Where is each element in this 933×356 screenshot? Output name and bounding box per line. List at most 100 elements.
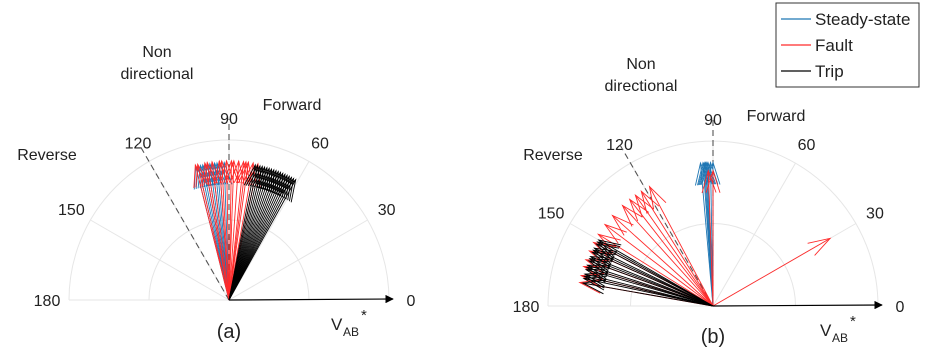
angle-tick-label: 180 [513,299,540,316]
reference-axis-arrow [712,300,883,310]
vector-arrowhead [584,268,610,283]
grid-spoke [228,161,310,301]
vector-arrowhead [587,260,613,276]
vector-line [228,160,235,301]
vector-arrowhead [700,161,716,185]
angle-tick-label: 120 [125,135,152,152]
angle-tick-label: 150 [58,202,85,219]
angle-tick-label: 180 [34,293,61,310]
angle-tick-label: 0 [407,293,416,310]
region-label-reverse: Reverse [17,147,77,164]
vector-arrowhead [611,214,634,236]
angle-tick-label: 60 [311,135,329,152]
vector-arrowhead [640,190,660,214]
angle-tick-label: 120 [606,137,633,154]
vector-arrowhead [705,169,721,193]
panel-label: (b) [701,326,725,348]
region-label-forward: Forward [263,97,322,114]
vector-arrowhead [201,161,216,186]
vector-arrowhead [583,272,608,287]
vector-line [228,179,297,301]
vector-line [589,258,714,307]
vector-arrowhead [603,223,627,244]
vector-line [226,160,230,301]
vector-line [228,161,240,301]
region-label-reverse: Reverse [523,147,583,164]
grid-spoke [712,162,796,307]
vector-line [649,186,714,307]
series-fault [193,159,261,301]
region-label-non-directional: Non [626,56,655,73]
vector-arrowhead [589,255,614,272]
vector-line [206,162,230,301]
vector-line [707,170,714,307]
angle-tick-label: 30 [378,202,396,219]
vector-line [221,160,230,301]
vector-arrowhead [597,239,622,258]
vector-arrowhead [278,178,297,203]
vector-arrowhead [225,159,241,184]
series-trip [228,163,297,301]
vector-line [635,194,714,307]
vector-line [597,241,714,307]
panel-label: (a) [217,321,241,343]
reference-axis-superscript: * [361,307,367,324]
vector-line [586,266,714,307]
region-label-non-directional: Non [142,44,171,61]
vector-line [612,215,714,307]
vector-line [629,199,714,307]
vector-arrowhead [582,275,607,291]
reference-axis-label: V [820,321,832,340]
legend-entry-label: Fault [815,36,853,55]
vector-line [640,191,714,307]
vector-arrowhead [591,251,616,268]
vector-line [593,249,714,307]
vector-arrowhead [701,169,717,194]
vector-arrowhead [215,159,231,184]
vector-arrowhead [593,247,618,265]
reference-axis-subscript: AB [343,325,359,339]
angle-tick-label: 30 [866,206,884,223]
reference-axis-label: V [331,315,343,334]
vector-arrowhead [586,264,611,280]
vector-arrowhead [193,163,208,189]
vector-line [194,164,230,301]
vector-arrowhead [592,249,617,267]
vector-arrowhead [195,162,210,188]
vector-arrowhead [223,159,239,184]
reference-axis-superscript: * [850,313,856,330]
reference-axis-subscript: AB [832,331,848,345]
angle-tick-label: 150 [538,206,565,223]
vector-arrowhead [588,258,613,274]
vector-line [228,161,247,301]
vector-arrowhead [628,198,650,222]
legend: Steady-state Fault Trip [775,2,920,88]
grid-spoke [90,219,230,301]
vector-line [604,224,714,307]
vector-arrowhead [582,273,608,289]
vector-arrowhead [807,237,832,256]
vector-arrowhead [581,279,606,295]
vector-arrowhead [203,161,218,186]
region-label-non-directional: directional [121,66,194,83]
vector-arrowhead [648,185,667,210]
reference-axis-arrow [228,294,394,304]
vector-arrowhead [276,177,295,202]
boundary-dashed-line [138,143,230,301]
vector-line [582,282,714,307]
boundary-dashed-line [619,144,714,307]
grid-spoke [228,219,368,301]
vector-line [584,275,714,307]
region-label-forward: Forward [747,108,806,125]
angle-tick-label: 60 [798,137,816,154]
vector-arrowhead [585,266,610,281]
vector-line [712,237,831,307]
vector-arrowhead [634,193,655,218]
vector-arrowhead [698,161,713,186]
angle-tick-label: 0 [896,299,905,316]
series-trip [581,239,714,307]
legend-entry-label: Steady-state [815,10,910,29]
vector-arrowhead [621,204,643,227]
